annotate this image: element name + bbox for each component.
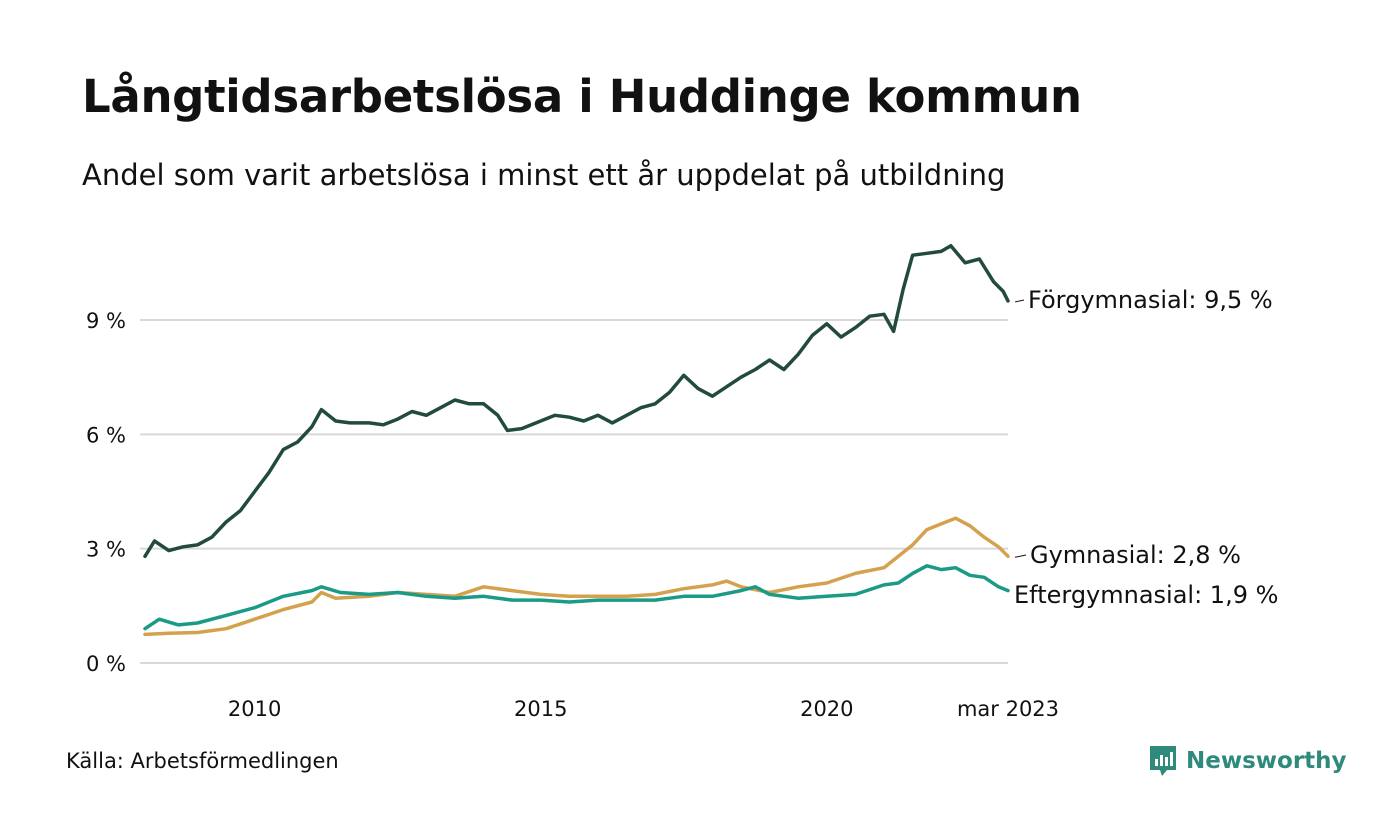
y-tick-label: 9 % [86, 309, 126, 333]
label-connector [1014, 554, 1027, 558]
grid-layer [140, 319, 1008, 664]
y-tick-label: 0 % [86, 652, 126, 676]
series-layer [143, 243, 1010, 637]
source-note: Källa: Arbetsförmedlingen [66, 749, 339, 773]
series-end-label: Förgymnasial: 9,5 % [1028, 286, 1273, 314]
label-connector [1014, 299, 1025, 303]
brand-name: Newsworthy [1186, 748, 1347, 774]
x-tick-label: mar 2023 [957, 697, 1059, 721]
brand-logo[interactable]: Newsworthy [1148, 744, 1347, 778]
chart-subtitle: Andel som varit arbetslösa i minst ett å… [82, 158, 1006, 192]
series-line-gymnasial [143, 516, 1010, 637]
x-tick-label: 2020 [800, 697, 853, 721]
series-end-label: Gymnasial: 2,8 % [1030, 541, 1241, 569]
series-line-eftergymnasial [143, 564, 1010, 631]
x-tick-label: 2010 [228, 697, 281, 721]
y-axis: 0 % 3 % 6 % 9 % [86, 309, 126, 676]
series-end-label: Eftergymnasial: 1,9 % [1014, 581, 1278, 609]
y-tick-label: 6 % [86, 423, 126, 447]
newsworthy-chart-icon [1150, 746, 1176, 776]
x-tick-label: 2015 [514, 697, 567, 721]
chart-title: Långtidsarbetslösa i Huddinge kommun [82, 70, 1082, 123]
y-tick-label: 3 % [86, 538, 126, 562]
series-line-förgymnasial [143, 243, 1010, 559]
x-axis: 2010 2015 2020 mar 2023 [228, 697, 1059, 721]
end-labels: Förgymnasial: 9,5 % Gymnasial: 2,8 % Efter… [1014, 286, 1278, 609]
